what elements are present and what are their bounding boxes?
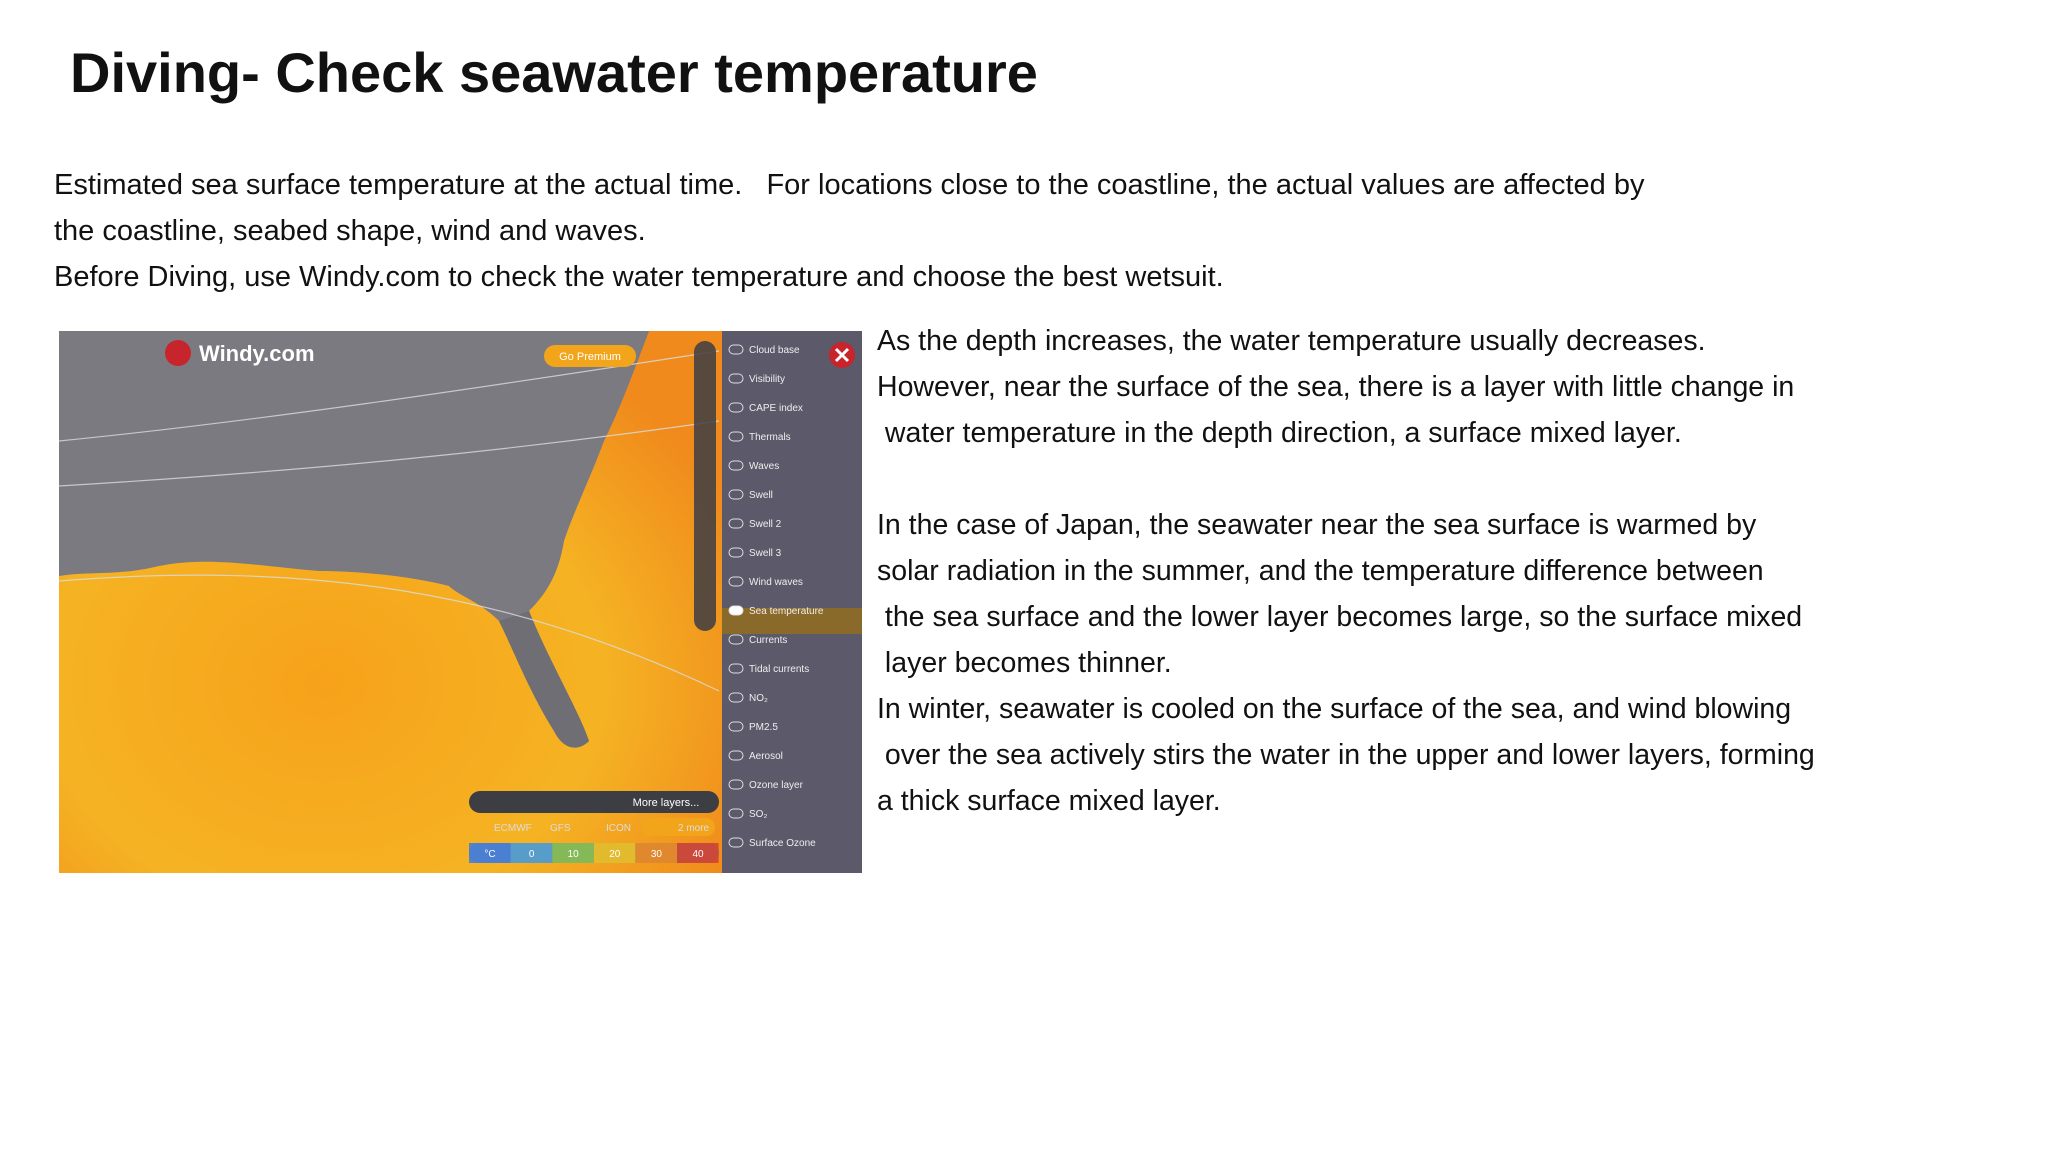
intro: Estimated sea surface temperature at the… bbox=[54, 162, 1644, 300]
layer-toggle[interactable] bbox=[728, 460, 744, 471]
model-name[interactable]: ICON bbox=[606, 823, 631, 834]
map-controls bbox=[694, 341, 716, 631]
close-icon bbox=[834, 347, 850, 363]
model-name[interactable]: 2 more bbox=[678, 823, 710, 834]
legend-swatch bbox=[469, 843, 511, 863]
isolines bbox=[59, 350, 720, 692]
layer-toggle[interactable] bbox=[728, 692, 744, 703]
text-line: Before Diving, use Windy.com to check th… bbox=[54, 261, 1224, 293]
layer-toggle[interactable] bbox=[728, 518, 744, 529]
text-line: Estimated sea surface temperature at the… bbox=[54, 169, 1645, 201]
model-more[interactable] bbox=[641, 818, 715, 836]
slide-title: Diving- Check seawater temperature bbox=[70, 41, 1038, 104]
layer-name[interactable]: Tidal currents bbox=[749, 664, 809, 675]
layer-toggle[interactable] bbox=[728, 344, 744, 355]
layer-toggle[interactable] bbox=[728, 750, 744, 761]
layer-toggle[interactable] bbox=[728, 605, 744, 616]
text-line: solar radiation in the summer, and the t… bbox=[877, 555, 1764, 587]
layer-name[interactable]: Cloud base bbox=[749, 345, 800, 356]
layer-toggle[interactable] bbox=[728, 634, 744, 645]
layer-name[interactable]: Ozone layer bbox=[749, 780, 804, 791]
layer-toggle[interactable] bbox=[728, 547, 744, 558]
layer-toggle[interactable] bbox=[728, 576, 744, 587]
legend-swatch bbox=[677, 843, 719, 863]
text-line: over the sea actively stirs the water in… bbox=[877, 739, 1815, 771]
text-line: the sea surface and the lower layer beco… bbox=[877, 601, 1803, 633]
text-line: water temperature in the depth direction… bbox=[877, 417, 1682, 449]
layer-name[interactable]: Swell bbox=[749, 490, 773, 501]
text-line: As the depth increases, the water temper… bbox=[877, 325, 1706, 357]
layer-name[interactable]: NO₂ bbox=[749, 693, 768, 704]
legend-label: 40 bbox=[692, 849, 704, 860]
paragraph-gap bbox=[877, 456, 1815, 502]
premium-label: Go Premium bbox=[559, 351, 621, 363]
layer-name[interactable]: CAPE index bbox=[749, 403, 803, 414]
windy-screenshot: Cloud base Visibility CAPE index Thermals Wa… bbox=[59, 331, 862, 873]
layer-toggle[interactable] bbox=[728, 721, 744, 732]
layer-name[interactable]: Sea temperature bbox=[749, 606, 824, 617]
legend-label: 30 bbox=[651, 849, 663, 860]
logo: Windy.com bbox=[199, 341, 315, 366]
layer-name[interactable]: Swell 2 bbox=[749, 519, 782, 530]
legend-label: 10 bbox=[568, 849, 580, 860]
layer-name[interactable]: Visibility bbox=[749, 374, 785, 385]
layer-toggle[interactable] bbox=[728, 489, 744, 500]
layer-name[interactable]: PM2.5 bbox=[749, 722, 778, 733]
layer-name[interactable]: Swell 3 bbox=[749, 548, 782, 559]
legend-swatch bbox=[552, 843, 594, 863]
florida bbox=[499, 611, 589, 748]
body-text: As the depth increases, the water temper… bbox=[877, 318, 1815, 824]
toolbar bbox=[469, 791, 719, 813]
text-line: layer becomes thinner. bbox=[877, 647, 1172, 679]
legend-label: 0 bbox=[529, 849, 535, 860]
legend-swatch bbox=[635, 843, 677, 863]
layer-toggle[interactable] bbox=[728, 663, 744, 674]
layer-toggle[interactable] bbox=[728, 431, 744, 442]
layer-name[interactable]: SO₂ bbox=[749, 809, 767, 820]
logo-icon bbox=[165, 340, 191, 366]
active-layer-highlight bbox=[722, 608, 862, 634]
text-line: In the case of Japan, the seawater near … bbox=[877, 509, 1757, 541]
layer-toggle[interactable] bbox=[728, 779, 744, 790]
layer-name[interactable]: Aerosol bbox=[749, 751, 783, 762]
layer-panel bbox=[722, 331, 862, 873]
legend-label: 20 bbox=[609, 849, 621, 860]
layer-name[interactable]: Surface Ozone bbox=[749, 838, 816, 849]
layer-toggle[interactable] bbox=[728, 808, 744, 819]
layer-toggle[interactable] bbox=[728, 402, 744, 413]
text-line: However, near the surface of the sea, th… bbox=[877, 371, 1795, 403]
legend-swatch bbox=[510, 843, 553, 863]
text-line: In winter, seawater is cooled on the sur… bbox=[877, 693, 1792, 725]
layer-name[interactable]: Wind waves bbox=[749, 577, 803, 588]
text-line: a thick surface mixed layer. bbox=[877, 785, 1221, 817]
model-name[interactable]: GFS bbox=[550, 823, 571, 834]
more-layers[interactable]: More layers... bbox=[633, 797, 700, 809]
layer-name[interactable]: Thermals bbox=[749, 432, 791, 443]
premium-button[interactable] bbox=[544, 345, 636, 367]
layer-toggle[interactable] bbox=[728, 373, 744, 384]
model-name[interactable]: ECMWF bbox=[494, 823, 532, 834]
land bbox=[59, 331, 649, 748]
legend-swatch bbox=[593, 843, 636, 863]
text-line: the coastline, seabed shape, wind and wa… bbox=[54, 215, 646, 247]
legend-label: °C bbox=[484, 849, 495, 860]
layer-name[interactable]: Currents bbox=[749, 635, 787, 646]
layer-toggle[interactable] bbox=[728, 837, 744, 848]
layer-name[interactable]: Waves bbox=[749, 461, 779, 472]
